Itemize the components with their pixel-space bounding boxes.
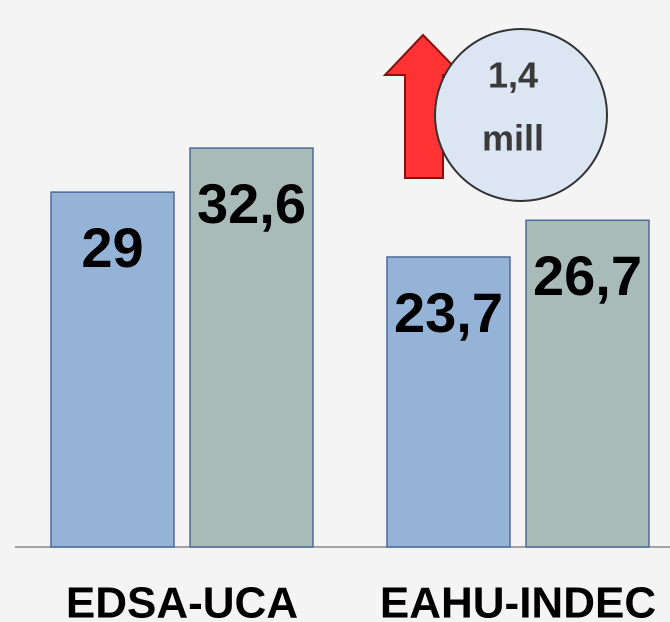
value-label: 26,7 [533,244,642,307]
value-label: 23,7 [394,281,503,344]
bar [525,219,650,548]
bar [189,147,314,548]
x-tick-label: EDSA-UCA [66,579,298,622]
annotation-text: 1,4 [488,55,538,96]
value-label: 29 [81,216,143,279]
annotation-bubble [434,28,608,202]
bar [50,191,175,548]
bar [386,256,511,548]
x-tick-label: EAHU-INDEC [380,579,656,622]
value-label: 32,6 [197,172,306,235]
annotation-text: mill [482,118,544,159]
